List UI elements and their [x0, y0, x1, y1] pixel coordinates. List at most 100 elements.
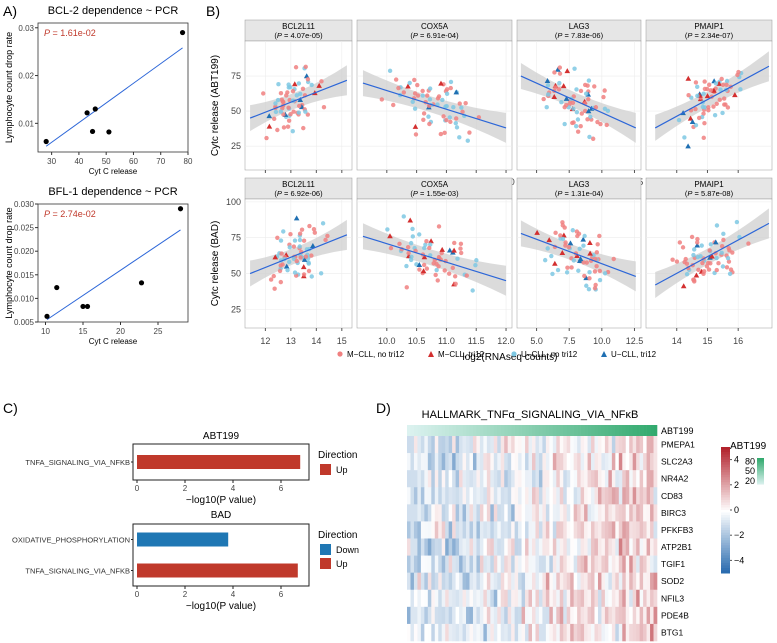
d-heatmap-cell — [504, 606, 508, 625]
b-point-m-cll-no-tri12 — [695, 240, 700, 245]
d-heatmap-cell — [476, 572, 481, 591]
d-heatmap-cell — [410, 470, 415, 488]
a-plot-frame — [37, 22, 189, 153]
d-heatmap-cell — [438, 453, 443, 471]
d-heatmap-cell — [591, 555, 595, 573]
b-point-m-cll-no-tri12 — [421, 117, 426, 123]
d-heatmap-cell — [597, 470, 602, 488]
d-heatmap-cell — [434, 453, 439, 471]
b-point-m-cll-no-tri12 — [593, 256, 598, 262]
d-heatmap-cell — [507, 572, 512, 591]
b-point-u-cll-no-tri12 — [545, 246, 550, 251]
d-annotation-legend-segment — [757, 480, 764, 482]
d-heatmap-cell — [466, 589, 470, 608]
d-annotation-legend-segment — [757, 473, 764, 476]
b-point-m-cll-no-tri12 — [593, 282, 598, 288]
b-ytick-label: 50 — [231, 106, 241, 116]
b-point-u-cll-no-tri12 — [448, 79, 454, 85]
d-heatmap-cell — [611, 487, 616, 505]
d-heatmap-cell — [549, 453, 554, 471]
b-legend-symbol — [428, 351, 434, 357]
d-heatmap-cell — [653, 470, 658, 488]
d-heatmap-cell — [490, 606, 495, 625]
d-heatmap-cell — [514, 538, 519, 556]
d-heatmap-cell — [563, 555, 568, 573]
d-heatmap-cell — [601, 453, 606, 471]
b-point-m-cll-no-tri12 — [701, 135, 706, 141]
d-row-label: PFKFB3 — [661, 525, 693, 535]
d-annotation-cell — [559, 425, 564, 436]
d-annotation-cell — [549, 425, 554, 436]
b-point-m-cll-no-tri12 — [592, 84, 597, 89]
d-heatmap-cell — [407, 538, 411, 556]
d-heatmap-cell — [452, 623, 456, 642]
d-row-label: TGIF1 — [661, 559, 685, 569]
d-heatmap-cell — [424, 453, 429, 471]
d-heatmap-cell — [476, 521, 481, 539]
d-annotation-cell — [580, 425, 585, 436]
d-heatmap-cell — [587, 589, 592, 608]
d-heatmap-cell — [597, 589, 602, 608]
b-point-m-cll-no-tri12 — [595, 242, 600, 247]
d-heatmap-cell — [466, 572, 470, 591]
d-heatmap-cell — [643, 572, 647, 591]
b-point-u-cll-no-tri12 — [410, 234, 416, 239]
b-point-m-cll-no-tri12 — [412, 77, 417, 83]
b-point-m-cll-no-tri12 — [271, 116, 277, 122]
d-heatmap-cell — [448, 606, 453, 625]
d-heatmap-cell — [601, 436, 606, 454]
d-heatmap-cell — [584, 487, 588, 505]
b-point-m-cll-no-tri12 — [294, 258, 299, 264]
d-annotation-cell — [625, 425, 630, 436]
b-point-u-cll-no-tri12 — [714, 223, 720, 228]
d-heatmap-cell — [525, 504, 529, 522]
b-point-u-cll-no-tri12 — [292, 238, 298, 243]
b-strip-pvalue: (P = 7.83e-06) — [555, 31, 604, 40]
d-heatmap-cell — [566, 589, 571, 608]
d-heatmap-cell — [521, 555, 526, 573]
d-heatmap-cell — [466, 606, 470, 625]
b-point-m-cll-tri12 — [574, 253, 580, 259]
b-point-m-cll-tri12 — [561, 232, 567, 238]
d-heatmap-cell — [643, 521, 647, 539]
d-heatmap-cell — [611, 606, 616, 625]
d-heatmap-cell — [601, 521, 606, 539]
d-annotation-cell — [514, 425, 519, 436]
b-point-u-cll-no-tri12 — [712, 112, 718, 118]
d-heatmap-cell — [597, 487, 602, 505]
b-point-u-cll-no-tri12 — [440, 97, 445, 103]
d-heatmap-cell — [594, 470, 599, 488]
c-category-label: TNFA_SIGNALING_VIA_NFKB — [25, 567, 130, 576]
c-plot-frame — [132, 523, 310, 587]
b-point-m-cll-no-tri12 — [562, 225, 567, 230]
d-heatmap-cell — [518, 436, 522, 454]
d-heatmap-cell — [646, 487, 651, 505]
d-title: HALLMARK_TNFα_SIGNALING_VIA_NFκB — [422, 409, 639, 421]
d-annotation-cell — [445, 425, 449, 436]
d-heatmap-cell — [532, 623, 536, 642]
d-heatmap-cell — [549, 470, 554, 488]
d-heatmap-cell — [597, 572, 602, 591]
d-heatmap-cell — [563, 589, 568, 608]
d-heatmap-cell — [542, 453, 547, 471]
d-heatmap-cell — [580, 606, 585, 625]
d-colorbar-segment — [721, 542, 730, 546]
d-heatmap-cell — [615, 606, 620, 625]
b-point-m-cll-no-tri12 — [711, 104, 716, 109]
d-heatmap-cell — [615, 572, 620, 591]
b-point-m-cll-no-tri12 — [268, 277, 274, 282]
c-legend-label: Up — [336, 465, 348, 475]
b-point-u-cll-no-tri12 — [557, 80, 562, 86]
d-annotation-cell — [535, 425, 540, 436]
d-heatmap-cell — [643, 606, 647, 625]
d-heatmap-cell — [650, 555, 654, 573]
d-heatmap-cell — [413, 589, 418, 608]
d-heatmap-cell — [483, 572, 488, 591]
d-annotation-legend-segment — [757, 465, 764, 468]
b-point-u-cll-no-tri12 — [309, 82, 314, 88]
d-heatmap-cell — [514, 453, 519, 471]
d-heatmap-cell — [472, 555, 477, 573]
b-xtick-label: 12.5 — [626, 336, 644, 346]
c-xtick-label: 0 — [135, 590, 140, 599]
